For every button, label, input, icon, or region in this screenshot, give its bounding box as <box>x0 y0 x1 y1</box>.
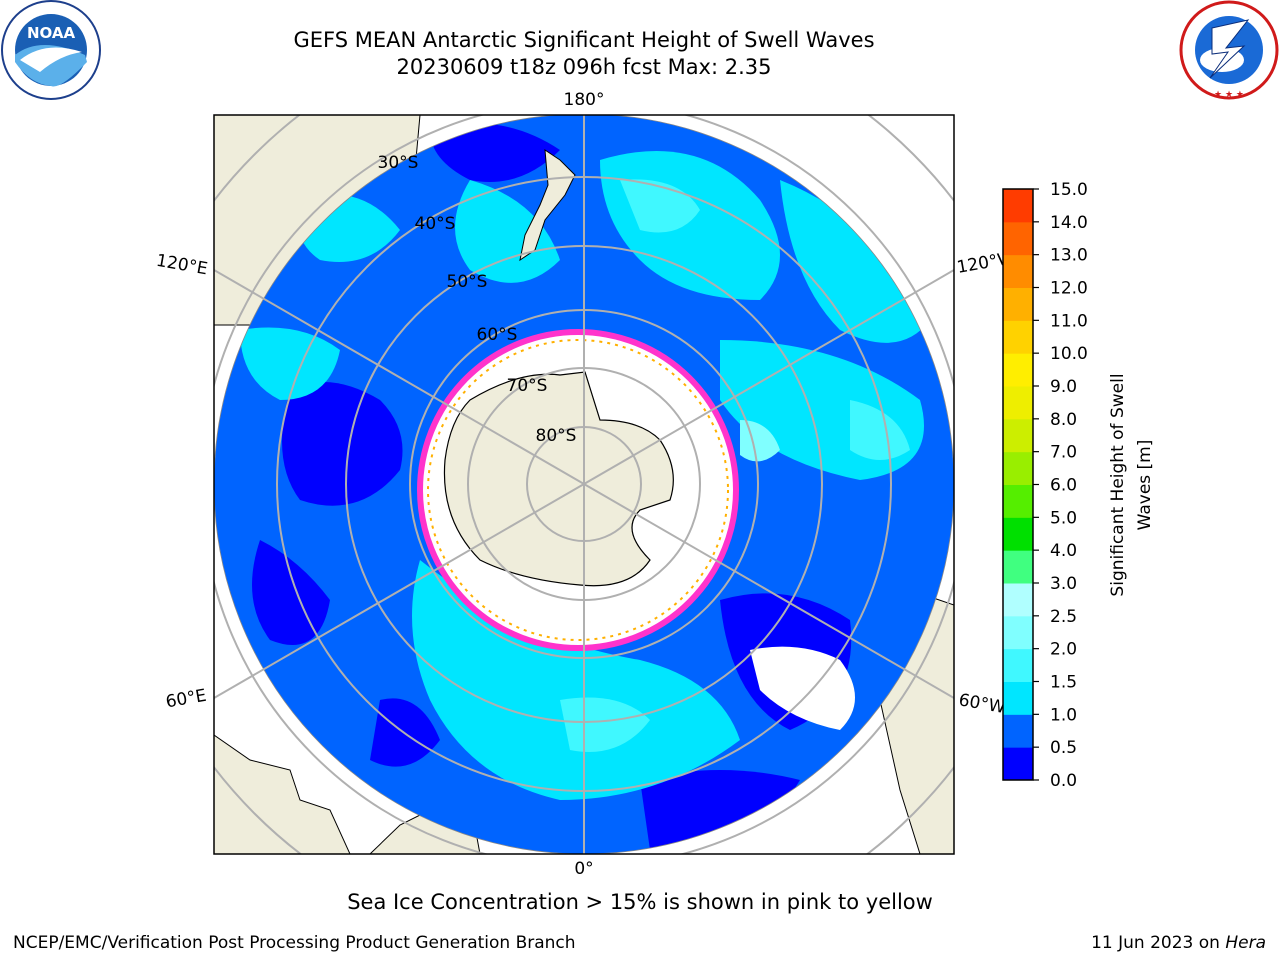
colorbar-tick-label: 0.5 <box>1050 738 1077 758</box>
nws-logo: ★ ★ ★ <box>1179 0 1279 100</box>
colorbar-segment <box>1003 287 1033 321</box>
lat-label-30s: 30°S <box>378 153 419 173</box>
colorbar-segment <box>1003 320 1033 354</box>
lon-label-180: 180° <box>564 90 605 110</box>
colorbar-tick-label: 1.0 <box>1050 705 1077 725</box>
colorbar-tick-label: 2.5 <box>1050 607 1077 627</box>
colorbar-tick-label: 7.0 <box>1050 443 1077 463</box>
lon-label-120e: 120°E <box>155 251 209 280</box>
colorbar-tick-label: 1.5 <box>1050 673 1077 693</box>
chart-subtitle: 20230609 t18z 096h fcst Max: 2.35 <box>396 55 772 79</box>
lat-label-70s: 70°S <box>507 376 548 396</box>
colorbar-segment <box>1003 714 1033 748</box>
lon-label-0: 0° <box>574 859 593 879</box>
colorbar-label-line2: Waves [m] <box>1135 440 1155 531</box>
colorbar-segment <box>1003 353 1033 387</box>
colorbar-tick-label: 10.0 <box>1050 344 1088 364</box>
colorbar-segment <box>1003 221 1033 256</box>
noaa-logo: NOAA <box>1 0 101 100</box>
colorbar-segment <box>1003 550 1033 584</box>
sea-ice-note: Sea Ice Concentration > 15% is shown in … <box>347 890 933 914</box>
lat-label-40s: 40°S <box>415 214 456 234</box>
colorbar-tick-label: 15.0 <box>1050 180 1088 200</box>
colorbar-tick-label: 8.0 <box>1050 410 1077 430</box>
colorbar-tick-label: 6.0 <box>1050 476 1077 496</box>
colorbar-tick-label: 3.0 <box>1050 574 1077 594</box>
colorbar-segment <box>1003 386 1033 420</box>
colorbar-segment <box>1003 615 1033 650</box>
colorbar-segment <box>1003 583 1033 617</box>
colorbar-segment <box>1003 484 1033 518</box>
colorbar-segment <box>1003 747 1033 781</box>
colorbar-segment <box>1003 254 1033 288</box>
footer-date-text: 11 Jun 2023 on <box>1091 933 1226 953</box>
colorbar-tick-label: 5.0 <box>1050 508 1077 528</box>
colorbar-segment <box>1003 648 1033 682</box>
colorbar-tick-label: 0.0 <box>1050 771 1077 791</box>
noaa-logo-text: NOAA <box>27 24 76 42</box>
svg-text:★ ★ ★: ★ ★ ★ <box>1214 90 1244 100</box>
colorbar-tick-label: 14.0 <box>1050 213 1088 233</box>
lon-label-60e: 60°E <box>164 686 208 713</box>
colorbar-tick-label: 13.0 <box>1050 246 1088 266</box>
colorbar-tick-label: 4.0 <box>1050 541 1077 561</box>
colorbar-tick-label: 9.0 <box>1050 377 1077 397</box>
footer-host: Hera <box>1225 933 1266 953</box>
footer-credit: NCEP/EMC/Verification Post Processing Pr… <box>13 933 576 953</box>
chart-title: GEFS MEAN Antarctic Significant Height o… <box>293 28 875 52</box>
colorbar-tick-label: 12.0 <box>1050 279 1088 299</box>
colorbar-segment <box>1003 451 1033 485</box>
colorbar-segment <box>1003 189 1033 223</box>
colorbar-segment <box>1003 517 1033 551</box>
colorbar-tick-label: 2.0 <box>1050 640 1077 660</box>
lat-label-80s: 80°S <box>536 426 577 446</box>
colorbar: 0.0 0.5 1.0 1.5 2.0 2.5 3.0 4.0 5.0 6.0 7.0 8.0 9.0 1… <box>1002 180 1088 791</box>
graticule <box>214 115 954 854</box>
lat-label-50s: 50°S <box>447 272 488 292</box>
footer-date: 11 Jun 2023 on Hera <box>1091 933 1266 953</box>
lon-label-60w: 60°W <box>957 690 1007 718</box>
colorbar-label-line1: Significant Height of Swell <box>1108 373 1128 596</box>
colorbar-tick-label: 11.0 <box>1050 311 1088 331</box>
colorbar-segment <box>1003 681 1033 715</box>
colorbar-segment <box>1003 418 1033 453</box>
lat-label-60s: 60°S <box>477 325 518 345</box>
